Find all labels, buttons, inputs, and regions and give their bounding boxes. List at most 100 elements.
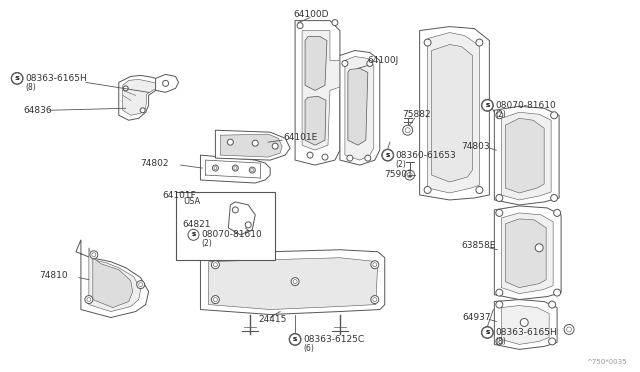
Text: S: S xyxy=(15,76,19,81)
Polygon shape xyxy=(305,36,327,90)
Circle shape xyxy=(481,99,493,111)
Text: S: S xyxy=(292,337,298,342)
Circle shape xyxy=(90,251,98,259)
Circle shape xyxy=(322,154,328,160)
Circle shape xyxy=(382,149,394,161)
Polygon shape xyxy=(200,250,385,314)
Circle shape xyxy=(365,155,371,161)
Polygon shape xyxy=(216,130,290,160)
Text: 64821: 64821 xyxy=(182,220,211,230)
Text: S: S xyxy=(385,153,390,158)
Text: (2): (2) xyxy=(202,239,212,248)
Circle shape xyxy=(289,333,301,346)
Polygon shape xyxy=(156,74,179,92)
Text: (8): (8) xyxy=(25,83,36,92)
Text: S: S xyxy=(191,232,195,237)
Circle shape xyxy=(373,298,377,302)
Circle shape xyxy=(481,327,493,339)
Text: S: S xyxy=(485,103,490,108)
Circle shape xyxy=(140,108,145,113)
Circle shape xyxy=(232,165,238,171)
Text: (8): (8) xyxy=(495,337,506,346)
Circle shape xyxy=(213,298,218,302)
Circle shape xyxy=(554,209,561,217)
Polygon shape xyxy=(420,26,490,200)
Circle shape xyxy=(252,140,258,146)
Circle shape xyxy=(407,173,412,177)
Circle shape xyxy=(496,301,503,308)
Circle shape xyxy=(124,86,128,91)
Circle shape xyxy=(520,318,528,327)
Circle shape xyxy=(251,169,253,171)
Polygon shape xyxy=(119,76,161,120)
Text: (2): (2) xyxy=(396,160,406,169)
Circle shape xyxy=(139,283,143,286)
Circle shape xyxy=(382,150,393,161)
Circle shape xyxy=(297,23,303,29)
Polygon shape xyxy=(228,202,255,235)
Polygon shape xyxy=(428,33,479,193)
Polygon shape xyxy=(220,134,282,157)
Text: 64101F: 64101F xyxy=(163,192,196,201)
Polygon shape xyxy=(431,45,472,182)
Circle shape xyxy=(245,222,252,228)
Circle shape xyxy=(548,301,556,308)
Polygon shape xyxy=(345,57,374,160)
Polygon shape xyxy=(494,299,557,349)
Circle shape xyxy=(367,61,373,67)
Circle shape xyxy=(227,139,234,145)
Polygon shape xyxy=(340,51,380,165)
Circle shape xyxy=(87,298,91,302)
FancyBboxPatch shape xyxy=(175,192,275,260)
Polygon shape xyxy=(76,240,148,318)
Polygon shape xyxy=(501,213,553,294)
Text: 08360-61653: 08360-61653 xyxy=(396,151,456,160)
Circle shape xyxy=(404,170,415,180)
Circle shape xyxy=(496,209,503,217)
Text: S: S xyxy=(485,330,490,335)
Polygon shape xyxy=(89,248,141,311)
Polygon shape xyxy=(348,68,368,145)
Text: 75882: 75882 xyxy=(403,110,431,119)
Circle shape xyxy=(496,289,503,296)
Circle shape xyxy=(214,167,217,170)
Circle shape xyxy=(548,338,556,345)
Text: ^750*0035: ^750*0035 xyxy=(586,359,627,365)
Polygon shape xyxy=(295,20,375,165)
Circle shape xyxy=(307,152,313,158)
Text: 08363-6125C: 08363-6125C xyxy=(303,335,364,344)
Circle shape xyxy=(371,261,379,269)
Circle shape xyxy=(566,327,572,332)
Text: S: S xyxy=(293,337,297,342)
Text: 08070-81610: 08070-81610 xyxy=(495,101,556,110)
Text: 24415: 24415 xyxy=(258,315,287,324)
Polygon shape xyxy=(501,112,551,200)
Text: 75901: 75901 xyxy=(384,170,413,179)
Circle shape xyxy=(11,73,23,84)
Circle shape xyxy=(424,186,431,193)
Text: S: S xyxy=(15,76,19,81)
Text: 64100D: 64100D xyxy=(293,10,328,19)
Polygon shape xyxy=(506,219,546,288)
Circle shape xyxy=(332,20,338,26)
Text: 74802: 74802 xyxy=(141,158,169,167)
Polygon shape xyxy=(305,96,326,145)
Circle shape xyxy=(496,338,503,345)
Text: 63858E: 63858E xyxy=(461,241,496,250)
Text: S: S xyxy=(386,153,390,158)
Polygon shape xyxy=(494,106,559,205)
Circle shape xyxy=(373,263,377,267)
Polygon shape xyxy=(209,258,378,310)
Polygon shape xyxy=(200,155,270,183)
Circle shape xyxy=(290,334,301,345)
Text: S: S xyxy=(191,232,196,237)
Circle shape xyxy=(496,195,503,202)
Text: 64100J: 64100J xyxy=(368,56,399,65)
Polygon shape xyxy=(302,31,367,150)
Circle shape xyxy=(163,80,168,86)
Circle shape xyxy=(550,112,557,119)
Circle shape xyxy=(249,167,255,173)
Circle shape xyxy=(211,261,220,269)
Circle shape xyxy=(272,143,278,149)
Circle shape xyxy=(137,280,145,289)
